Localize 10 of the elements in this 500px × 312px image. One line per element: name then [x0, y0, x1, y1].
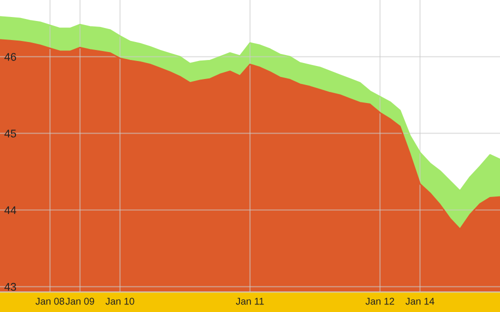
x-tick-label: Jan 11: [236, 298, 264, 305]
x-tick-label: Jan 14: [406, 298, 434, 305]
y-tick-label: 46: [4, 52, 16, 61]
y-tick-label: 43: [4, 282, 16, 291]
x-tick-label: Jan 12: [366, 298, 394, 305]
x-tick-label: Jan 09: [66, 298, 94, 305]
x-tick-label: Jan 10: [106, 298, 134, 305]
x-tick-label: Jan 08: [36, 298, 64, 305]
y-tick-label: 45: [4, 130, 16, 138]
y-tick-label: 44: [4, 206, 16, 214]
